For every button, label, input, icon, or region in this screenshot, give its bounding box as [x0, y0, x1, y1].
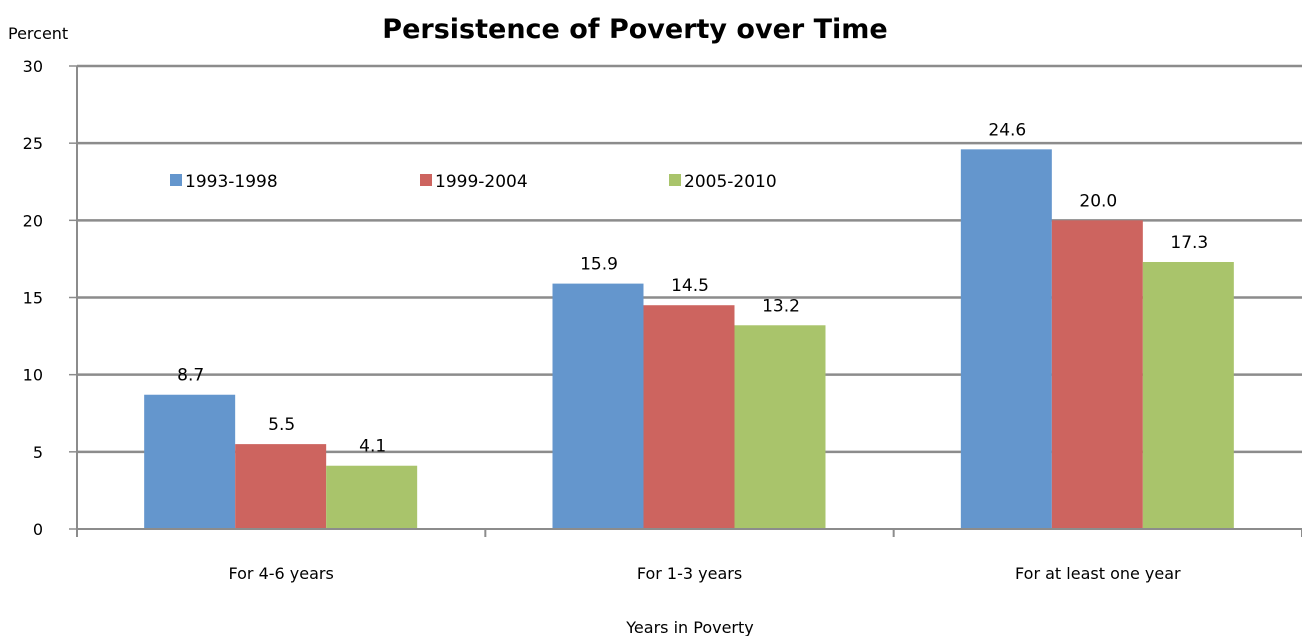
legend-swatch [420, 174, 432, 186]
legend-label: 2005-2010 [684, 172, 777, 192]
data-label: 8.7 [177, 366, 204, 386]
legend-swatch [669, 174, 681, 186]
y-axis-label: Percent [8, 24, 68, 43]
y-tick-label: 0 [33, 520, 43, 539]
data-label: 4.1 [359, 437, 386, 457]
y-tick-label: 30 [23, 57, 43, 76]
axes [76, 66, 1302, 530]
legend-swatch [170, 174, 182, 186]
x-tick-label: For 1-3 years [637, 564, 742, 583]
data-label: 20.0 [1079, 191, 1117, 211]
data-label: 14.5 [671, 276, 709, 296]
y-tick-label: 15 [23, 289, 43, 308]
bar [1051, 220, 1143, 530]
y-tick-label: 20 [23, 211, 43, 230]
bar [734, 325, 826, 529]
bar [960, 149, 1052, 529]
y-tick-label: 10 [23, 366, 43, 385]
bar [1142, 262, 1234, 529]
bars [144, 149, 1234, 530]
data-label: 15.9 [580, 255, 618, 275]
bar [326, 465, 418, 529]
data-labels: 8.7 5.5 4.1 15.9 14.5 13.2 24.6 20.0 17.3 [177, 120, 1208, 456]
y-axis-ticks: 0 5 10 15 20 25 30 [23, 57, 77, 539]
y-tick-label: 25 [23, 134, 43, 153]
data-label: 13.2 [762, 296, 800, 316]
data-label: 5.5 [268, 415, 295, 435]
legend-label: 1999-2004 [435, 172, 528, 192]
y-tick-label: 5 [33, 443, 43, 462]
data-label: 24.6 [988, 120, 1026, 140]
data-label: 17.3 [1170, 233, 1208, 253]
legend-label: 1993-1998 [185, 172, 278, 192]
chart-title: Persistence of Poverty over Time [382, 14, 887, 45]
x-tick-label: For 4-6 years [228, 564, 333, 583]
legend: 1993-1998 1999-2004 2005-2010 [170, 172, 777, 192]
x-axis-ticks: For 4-6 years For 1-3 years For at least o… [76, 529, 1302, 583]
x-tick-label: For at least one year [1015, 564, 1181, 583]
x-axis-label: Years in Poverty [625, 618, 753, 636]
bar [235, 444, 327, 529]
bar [144, 394, 236, 529]
bar [552, 283, 644, 529]
bar [643, 305, 735, 529]
